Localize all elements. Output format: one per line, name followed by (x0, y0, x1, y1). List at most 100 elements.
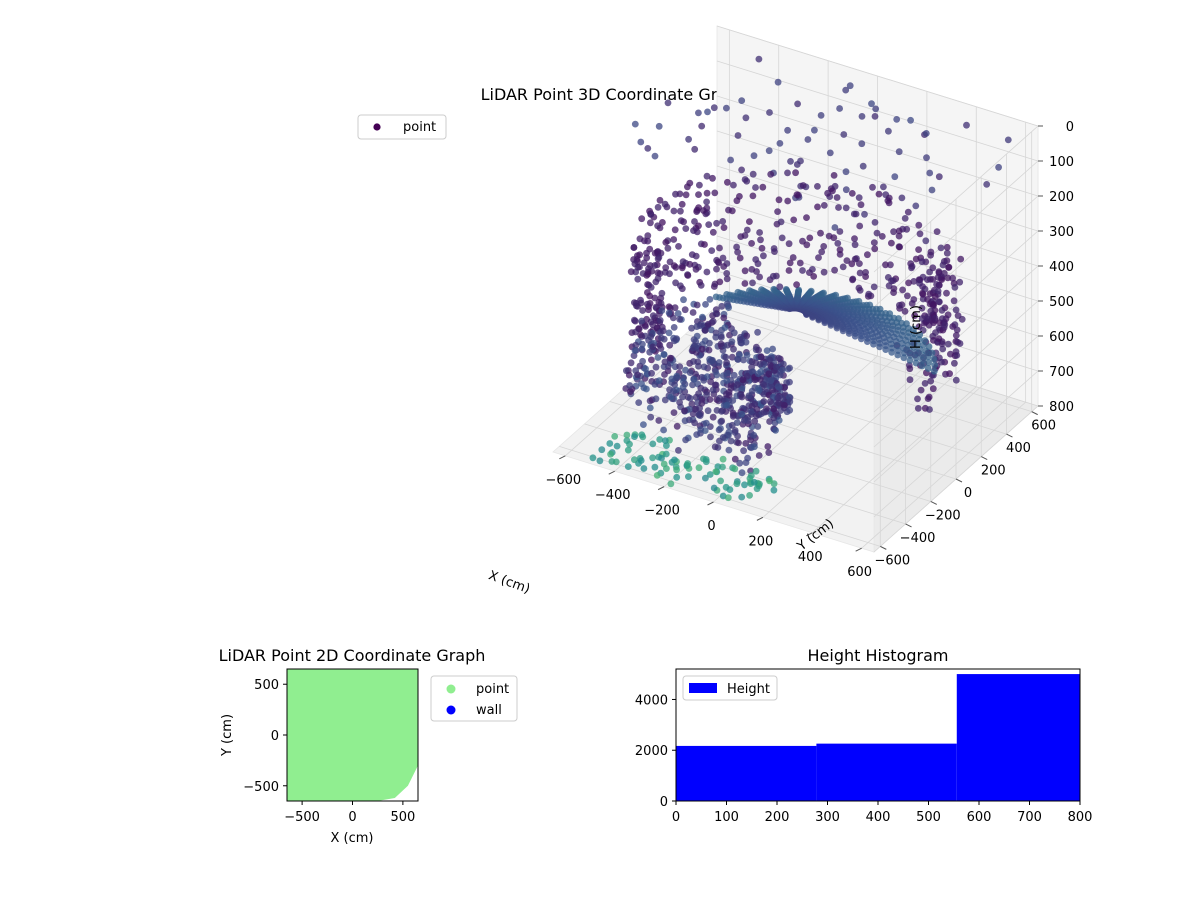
plot-3d-point (743, 351, 751, 359)
histogram-x-tick-label: 0 (672, 810, 680, 825)
plot-3d-point (665, 329, 673, 337)
plot-3d-point (836, 246, 844, 254)
plot-3d-point (677, 207, 684, 215)
plot-3d-point (684, 460, 692, 467)
plot-3d-point (878, 233, 886, 240)
plot-3d-point (675, 447, 682, 454)
plot-3d-point (824, 189, 831, 197)
plot-3d-point (923, 154, 930, 162)
plot-3d-point (670, 409, 678, 416)
plot-3d-point (695, 191, 702, 199)
plot-3d-x-tick-label: −400 (595, 488, 631, 503)
plot-3d-legend-label: point (403, 120, 436, 135)
plot-3d-point (760, 398, 768, 405)
plot-3d-point (918, 304, 926, 312)
plot-histogram: Height Histogram 0 100 200 300 400 500 600 700 8… (635, 646, 1093, 825)
plot-3d-point (695, 109, 702, 117)
plot-3d-gridline-z (873, 335, 1039, 483)
plot-3d-y-tick-label: −600 (874, 553, 910, 568)
plot-3d-point (754, 260, 762, 268)
plot-3d-point (928, 186, 936, 194)
plot-3d-point (767, 170, 775, 178)
plot-3d-point (784, 197, 792, 205)
plot-3d-point (930, 367, 938, 375)
plot-3d-point (945, 263, 953, 271)
plot-3d-point (855, 194, 863, 202)
plot-3d-point (789, 254, 797, 261)
plot-3d-point (742, 440, 750, 447)
histogram-legend: Height (682, 675, 778, 701)
plot-3d-point (785, 267, 793, 274)
plot-3d-point (906, 357, 914, 364)
plot-3d-point (680, 296, 687, 304)
plot-3d-point (963, 121, 970, 129)
plot-3d-point (624, 446, 632, 454)
plot-2d-x-label: X (cm) (331, 831, 374, 846)
plot-3d-gridline-z (873, 300, 1039, 448)
plot-3d-point (713, 265, 720, 273)
plot-3d-y-tick-mark (1031, 411, 1038, 416)
plot-3d-point (743, 332, 751, 340)
plot-3d-legend: point (357, 114, 447, 140)
plot-3d-point (951, 284, 959, 291)
plot-3d-point (943, 243, 951, 251)
plot-3d-z-tick-label: 200 (1049, 190, 1074, 205)
plot-3d-point (706, 296, 714, 303)
plot-3d-point (734, 248, 741, 256)
plot-3d-point (793, 281, 800, 288)
plot-3d-point (724, 494, 732, 502)
plot-3d-point (660, 426, 667, 434)
plot-3d-point (743, 226, 751, 234)
plot-3d-point (654, 203, 662, 211)
plot-3d-point (765, 449, 773, 456)
plot-3d-point (731, 465, 739, 473)
plot-3d-point (706, 396, 714, 403)
plot-3d-point (882, 261, 889, 269)
plot-3d-point (731, 455, 739, 463)
plot-3d-x-tick-label: 200 (748, 534, 773, 549)
plot-3d-point (664, 99, 672, 107)
histogram-y-tick-label: 2000 (635, 744, 668, 759)
plot-3d-point (686, 369, 694, 376)
plot-3d-point (817, 112, 825, 119)
plot-3d-point (833, 194, 841, 201)
plot-3d-point (632, 341, 640, 349)
plot-3d-point (958, 315, 966, 323)
plot-3d-point (703, 172, 711, 180)
plot-3d-point (707, 433, 714, 441)
plot-2d-y-ticks: 500 0 −500 (243, 678, 287, 795)
plot-3d-point (901, 307, 909, 315)
plot-3d-point (644, 270, 652, 278)
plot-3d-point (784, 169, 791, 177)
plot-3d-point (717, 477, 724, 485)
plot-3d-point (790, 216, 798, 224)
plot-3d-point (929, 385, 937, 393)
plot-3d-y-tick-mark (880, 545, 887, 550)
plot-3d-point (770, 285, 778, 293)
plot-3d-point (658, 334, 665, 342)
plot-3d-point (774, 394, 782, 402)
plot-3d-point (691, 145, 699, 153)
plot-3d-point (695, 390, 702, 398)
plot-3d-point (684, 272, 692, 279)
plot-3d-point (722, 353, 730, 361)
plot-3d-point (690, 358, 697, 365)
plot-3d-legend-marker (373, 123, 381, 131)
plot-3d-point (658, 289, 666, 297)
plot-3d-point (935, 335, 943, 342)
plot-3d-point (642, 365, 649, 373)
plot-3d-point (775, 399, 783, 407)
plot-3d-point (795, 286, 803, 294)
plot-3d-point (906, 352, 914, 359)
plot-3d-point (647, 211, 655, 218)
plot-3d-point (660, 351, 668, 358)
plot-3d-x-tick-label: −600 (545, 473, 581, 488)
plot-3d-point (703, 268, 711, 276)
plot-3d-point (928, 349, 936, 357)
plot-3d-point (720, 224, 728, 232)
plot-3d-point (658, 454, 665, 462)
plot-3d-point (946, 370, 953, 378)
plot-3d-y-tick-label: 400 (1006, 441, 1031, 456)
plot-3d-point (671, 304, 679, 312)
plot-3d-point (772, 427, 779, 434)
